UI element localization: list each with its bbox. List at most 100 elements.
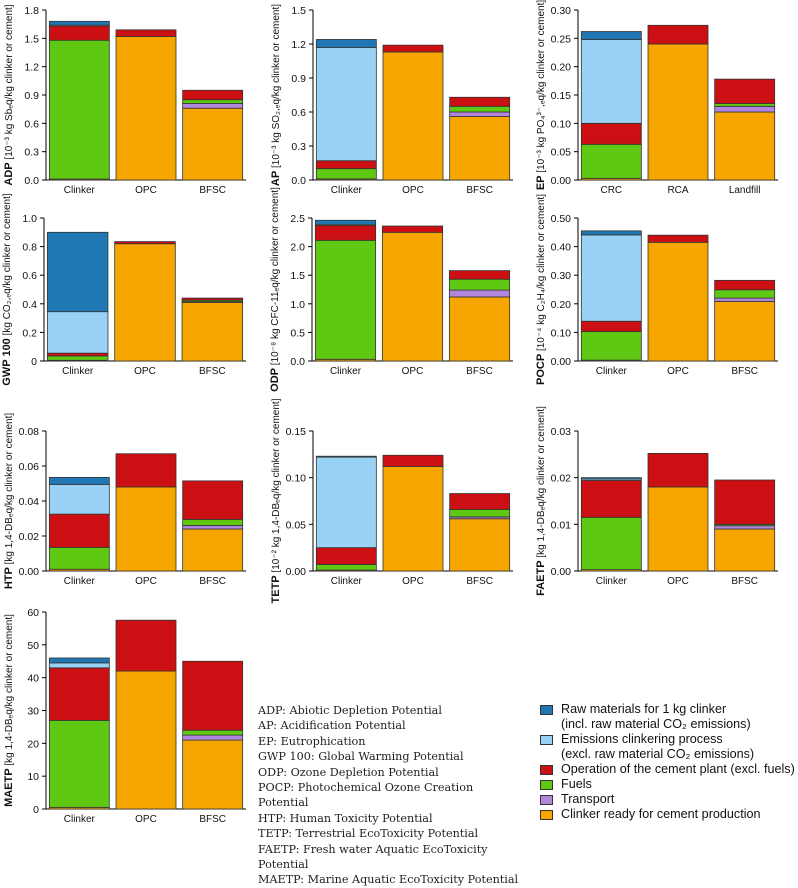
y-axis-label-abbr: ADP <box>3 162 15 185</box>
y-tick-label: 0 <box>33 804 39 816</box>
legend-swatch-emissions <box>540 735 553 745</box>
x-tick-label: Clinker <box>64 185 96 196</box>
y-tick-label: 0.15 <box>551 90 572 102</box>
bar-segment-fuels <box>48 39 110 180</box>
y-tick-label: 0.2 <box>22 327 37 339</box>
bar-segment-clinker-ready <box>647 486 709 572</box>
bar-segment-fuels <box>448 278 511 291</box>
bar-segment-fuels <box>714 103 776 107</box>
y-tick-label: 1.2 <box>24 62 39 74</box>
bar-segment-clinker-ready <box>115 670 177 810</box>
bar-segment-oper <box>115 29 177 37</box>
bar-segment-clinker-ready <box>382 51 444 181</box>
x-tick-label: BFSC <box>466 185 493 196</box>
x-tick-label: Clinker <box>330 366 362 377</box>
y-tick-label: 0.05 <box>286 519 307 531</box>
y-tick-label: 0.01 <box>551 519 572 531</box>
legend-item-fuels: Fuels <box>540 777 798 792</box>
bar-segment-raw <box>48 20 110 26</box>
bar-segment-oper <box>315 160 377 170</box>
legend-swatch-operation <box>540 765 553 775</box>
bar-segment-oper <box>315 547 377 565</box>
y-axis-label: MAETP [kg 1,4-DBₑq/kg clinker or cement] <box>3 614 15 807</box>
bar-segment-oper <box>714 78 776 104</box>
x-tick-label: OPC <box>402 185 424 196</box>
bar-segment-fuels <box>182 518 244 526</box>
x-tick-label: BFSC <box>466 366 493 377</box>
legend-label: Emissions clinkering process <box>561 732 723 746</box>
bar-segment-fuels <box>315 564 377 571</box>
bar-segment-oper <box>580 320 642 332</box>
y-axis-label: POCP [10⁻⁴ kg C₂H₄/kg clinker or cement] <box>535 194 547 385</box>
y-tick-label: 40 <box>27 673 39 685</box>
bar-segment-oper <box>647 234 709 243</box>
abbreviation-line: MAETP: Marine Aquatic EcoToxicity Potent… <box>258 873 519 887</box>
bar-segment-oper <box>182 89 244 101</box>
bar-segment-clinker-ready <box>382 466 444 572</box>
bar-segment-clinker-ready <box>114 243 176 362</box>
bar-segment-fuels <box>449 508 511 518</box>
bar-segment-clinker-ready <box>449 518 511 572</box>
y-axis-label: EP [10⁻³ kg PO₄³⁻,ₑq/kg clinker or cemen… <box>535 0 547 190</box>
y-tick-label: 0.10 <box>286 473 307 485</box>
y-tick-label: 0.3 <box>24 147 39 159</box>
y-tick-label: 1.0 <box>22 213 37 225</box>
bar-segment-fuels <box>580 516 642 570</box>
y-axis-label-abbr: AP <box>270 171 282 186</box>
x-tick-label: Clinker <box>62 366 94 377</box>
y-tick-label: 0.0 <box>24 175 39 187</box>
x-tick-label: CRC <box>600 185 622 196</box>
y-axis-label-unit: [kg 1,4-DBₑq/kg clinker or cement] <box>536 406 547 561</box>
bar-segment-raw <box>315 455 377 458</box>
y-axis-label: AP [10⁻³ kg SO₂,ₑq/kg clinker or cement] <box>270 4 282 186</box>
y-tick-label: 10 <box>27 771 39 783</box>
x-tick-label: BFSC <box>199 185 226 196</box>
y-axis-label-unit: [10⁻² kg 1,4-DBₑq/kg clinker or cement] <box>271 398 282 575</box>
bar-segment-raw <box>580 31 642 40</box>
y-axis-label-unit: [10⁻⁸ kg CFC-11ₑq/kg clinker or cement] <box>270 187 281 368</box>
y-tick-label: 30 <box>27 706 39 718</box>
x-tick-label: OPC <box>134 366 156 377</box>
x-tick-label: BFSC <box>466 576 493 587</box>
x-tick-label: OPC <box>667 366 689 377</box>
y-tick-label: 50 <box>27 640 39 652</box>
legend-label: Clinker ready for cement production <box>561 807 761 821</box>
bar-segment-oper <box>115 453 177 488</box>
bar-segment-clinker-ready <box>714 301 776 362</box>
legend-item-operation: Operation of the cement plant (excl. fue… <box>540 762 798 777</box>
bar-segment-fuels <box>46 355 109 361</box>
x-tick-label: Clinker <box>331 185 363 196</box>
x-tick-label: Clinker <box>64 814 96 825</box>
y-axis-label-unit: [kg 1,4-DBₑq/kg clinker or cement] <box>4 413 15 568</box>
y-axis-label: FAETP [kg 1,4-DBₑq/kg clinker or cement] <box>535 406 547 596</box>
bar-segment-oper <box>181 297 244 301</box>
bar-segment-transport <box>714 105 776 113</box>
abbreviation-line: FAETP: Fresh water Aquatic EcoToxicity <box>258 842 488 856</box>
bar-segment-clinker-ready <box>182 107 244 181</box>
y-tick-label: 0 <box>31 356 37 368</box>
abbreviation-line: EP: Eutrophication <box>258 734 366 748</box>
legend-item-clinker-ready: Clinker ready for cement production <box>540 807 798 822</box>
y-tick-label: 0.6 <box>24 118 39 130</box>
y-tick-label: 0.00 <box>551 566 572 578</box>
legend-item-raw: Raw materials for 1 kg clinker (incl. raw… <box>540 702 798 732</box>
bar-segment-oper <box>115 619 177 672</box>
y-tick-label: 1.5 <box>24 33 39 45</box>
y-axis-label-abbr: EP <box>535 175 547 190</box>
bar-segment-transport <box>714 297 776 302</box>
bar-segment-clinker-ready <box>182 528 244 572</box>
y-tick-label: 0.02 <box>551 473 572 485</box>
y-axis-label-unit: [10⁻³ kg PO₄³⁻,ₑq/kg clinker or cement] <box>536 0 547 175</box>
y-tick-label: 0.00 <box>551 175 572 187</box>
bar-segment-fuels <box>714 289 776 299</box>
y-axis-label-unit: [10⁻³ kg SO₂,ₑq/kg clinker or cement] <box>271 4 282 171</box>
legend-item-transport: Transport <box>540 792 798 807</box>
abbreviation-line: POCP: Photochemical Ozone Creation <box>258 781 474 795</box>
bar-segment-oper <box>714 279 776 291</box>
bar-segment-clinker-ready <box>115 36 177 181</box>
bar-segment-clinker-ready <box>448 296 511 362</box>
bar-segment-emis <box>48 662 110 669</box>
y-axis-label-unit: [10⁻⁴ kg C₂H₄/kg clinker or cement] <box>536 194 547 354</box>
bar-segment-oper <box>580 122 642 145</box>
y-tick-label: 0.0 <box>290 356 305 368</box>
